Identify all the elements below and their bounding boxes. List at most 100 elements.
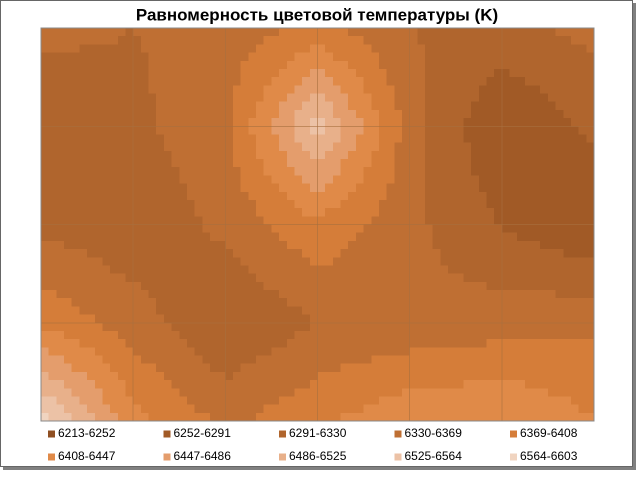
contour-cell <box>394 208 403 217</box>
contour-cell <box>532 224 541 234</box>
contour-cell <box>471 224 480 234</box>
contour-cell <box>209 396 219 406</box>
contour-cell <box>355 28 365 37</box>
contour-cell <box>163 298 173 307</box>
contour-cell <box>463 322 472 332</box>
contour-cell <box>570 265 580 275</box>
contour-cell <box>102 363 111 373</box>
contour-cell <box>471 298 480 307</box>
contour-cell <box>440 150 449 160</box>
contour-cell <box>233 298 242 307</box>
contour-cell <box>279 109 288 119</box>
contour-cell <box>71 68 81 78</box>
contour-cell <box>448 396 457 406</box>
contour-cell <box>225 93 234 103</box>
contour-cell <box>317 380 326 389</box>
contour-cell <box>471 380 480 389</box>
contour-cell <box>509 273 518 283</box>
contour-cell <box>171 216 180 226</box>
contour-cell <box>263 314 273 324</box>
contour-cell <box>448 232 457 242</box>
contour-cell <box>133 28 142 37</box>
contour-cell <box>325 199 334 209</box>
contour-cell <box>463 142 472 152</box>
contour-cell <box>125 330 134 340</box>
contour-cell <box>94 412 104 422</box>
contour-cell <box>570 363 580 373</box>
contour-cell <box>94 339 104 348</box>
contour-cell <box>102 150 111 160</box>
contour-cell <box>540 388 549 398</box>
contour-cell <box>225 404 234 414</box>
contour-cell <box>248 404 257 414</box>
contour-cell <box>233 150 242 160</box>
contour-cell <box>378 159 388 168</box>
contour-cell <box>417 44 426 54</box>
contour-cell <box>409 85 418 95</box>
contour-cell <box>363 224 372 234</box>
contour-cell <box>94 85 104 95</box>
contour-cell <box>240 150 249 160</box>
contour-cell <box>394 85 403 95</box>
contour-cell <box>279 306 288 316</box>
contour-cell <box>133 36 142 45</box>
contour-cell <box>578 191 587 201</box>
contour-cell <box>148 380 157 389</box>
contour-cell <box>263 273 273 283</box>
contour-cell <box>102 85 111 95</box>
contour-cell <box>317 150 326 160</box>
contour-cell <box>547 355 557 365</box>
contour-cell <box>64 77 73 86</box>
contour-cell <box>363 101 372 111</box>
contour-cell <box>48 60 57 70</box>
contour-cell <box>79 208 88 217</box>
contour-cell <box>586 101 595 111</box>
contour-cell <box>248 142 257 152</box>
contour-cell <box>501 371 511 381</box>
contour-cell <box>448 44 457 54</box>
contour-cell <box>125 109 134 119</box>
contour-cell <box>94 371 104 381</box>
contour-cell <box>440 77 449 86</box>
contour-cell <box>494 199 503 209</box>
contour-cell <box>563 77 572 86</box>
contour-cell <box>209 77 219 86</box>
contour-cell <box>110 380 119 389</box>
contour-cell <box>563 412 572 422</box>
contour-cell <box>355 68 365 78</box>
contour-cell <box>478 380 488 389</box>
contour-cell <box>317 314 326 324</box>
contour-cell <box>425 150 434 160</box>
contour-cell <box>325 60 334 70</box>
contour-cell <box>570 249 580 258</box>
contour-cell <box>294 167 303 176</box>
contour-cell <box>563 290 572 299</box>
contour-cell <box>448 175 457 185</box>
contour-cell <box>79 298 88 307</box>
contour-cell <box>555 150 564 160</box>
contour-cell <box>64 93 73 103</box>
contour-cell <box>540 412 549 422</box>
contour-cell <box>87 330 96 340</box>
contour-cell <box>133 265 142 275</box>
contour-cell <box>179 28 188 37</box>
contour-cell <box>570 118 580 127</box>
contour-cell <box>371 109 380 119</box>
contour-cell <box>148 347 157 357</box>
contour-cell <box>463 167 472 176</box>
contour-cell <box>332 224 342 234</box>
contour-cell <box>517 175 526 185</box>
contour-cell <box>156 118 165 127</box>
contour-cell <box>448 224 457 234</box>
contour-cell <box>586 216 595 226</box>
contour-cell <box>48 52 57 62</box>
contour-cell <box>256 159 265 168</box>
contour-cell <box>425 322 434 332</box>
contour-cell <box>79 44 88 54</box>
contour-cell <box>271 118 280 127</box>
contour-cell <box>71 224 81 234</box>
contour-cell <box>509 191 518 201</box>
contour-cell <box>355 109 365 119</box>
contour-cell <box>478 396 488 406</box>
contour-cell <box>240 93 249 103</box>
